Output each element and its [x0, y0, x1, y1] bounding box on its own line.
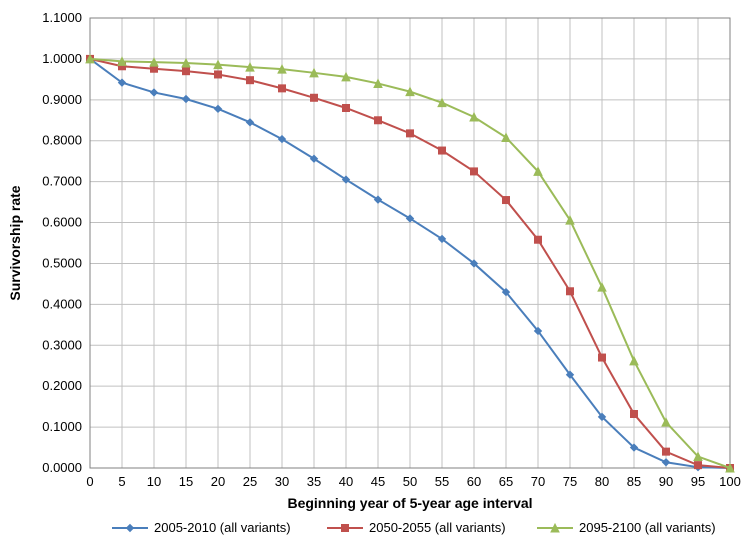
marker-square	[631, 411, 638, 418]
x-tick-label: 55	[435, 474, 449, 489]
legend-item: 2095-2100 (all variants)	[537, 520, 716, 535]
marker-square	[343, 105, 350, 112]
x-tick-label: 20	[211, 474, 225, 489]
x-tick-label: 25	[243, 474, 257, 489]
x-tick-label: 80	[595, 474, 609, 489]
chart-svg: 0.0000 0.1000 0.2000 0.3000 0.4000 0.5000 0.60…	[0, 0, 750, 546]
y-tick-label: 0.6000	[42, 215, 82, 230]
x-tick-label: 65	[499, 474, 513, 489]
marker-square	[247, 77, 254, 84]
x-tick-label: 75	[563, 474, 577, 489]
marker-square	[663, 448, 670, 455]
y-tick-label: 1.0000	[42, 51, 82, 66]
x-tick-label: 50	[403, 474, 417, 489]
marker-square	[439, 147, 446, 154]
y-axis-label: Survivorship rate	[7, 185, 23, 300]
legend-label: 2095-2100 (all variants)	[579, 520, 716, 535]
x-tick-label: 0	[86, 474, 93, 489]
y-tick-label: 0.5000	[42, 255, 82, 270]
legend-label: 2005-2010 (all variants)	[154, 520, 291, 535]
y-tick-label: 0.3000	[42, 337, 82, 352]
legend-item: 2050-2055 (all variants)	[327, 520, 506, 535]
marker-square	[279, 85, 286, 92]
y-tick-label: 0.1000	[42, 419, 82, 434]
y-tick-label: 0.7000	[42, 174, 82, 189]
y-tick-label: 0.4000	[42, 296, 82, 311]
legend-label: 2050-2055 (all variants)	[369, 520, 506, 535]
marker-square	[599, 354, 606, 361]
marker-square	[695, 462, 702, 469]
x-tick-label: 85	[627, 474, 641, 489]
survivorship-chart: 0.0000 0.1000 0.2000 0.3000 0.4000 0.5000 0.60…	[0, 0, 750, 546]
y-tick-label: 0.0000	[42, 460, 82, 475]
x-tick-label: 95	[691, 474, 705, 489]
x-tick-label: 90	[659, 474, 673, 489]
marker-diamond	[127, 525, 134, 532]
marker-square	[535, 236, 542, 243]
marker-square	[407, 130, 414, 137]
x-tick-label: 100	[719, 474, 741, 489]
marker-square	[567, 288, 574, 295]
y-tick-label: 0.8000	[42, 133, 82, 148]
x-tick-label: 30	[275, 474, 289, 489]
marker-square	[311, 94, 318, 101]
marker-square	[183, 68, 190, 75]
x-tick-label: 15	[179, 474, 193, 489]
x-tick-label: 70	[531, 474, 545, 489]
marker-square	[503, 197, 510, 204]
y-tick-label: 0.9000	[42, 92, 82, 107]
marker-square	[375, 117, 382, 124]
x-tick-label: 5	[118, 474, 125, 489]
marker-square	[471, 168, 478, 175]
x-tick-label: 35	[307, 474, 321, 489]
y-tick-label: 0.2000	[42, 378, 82, 393]
x-tick-label: 45	[371, 474, 385, 489]
marker-square	[342, 525, 349, 532]
y-tick-label: 1.1000	[42, 10, 82, 25]
x-tick-label: 60	[467, 474, 481, 489]
legend-item: 2005-2010 (all variants)	[112, 520, 291, 535]
marker-square	[215, 71, 222, 78]
x-axis-label: Beginning year of 5-year age interval	[287, 495, 532, 511]
x-tick-label: 40	[339, 474, 353, 489]
x-tick-label: 10	[147, 474, 161, 489]
